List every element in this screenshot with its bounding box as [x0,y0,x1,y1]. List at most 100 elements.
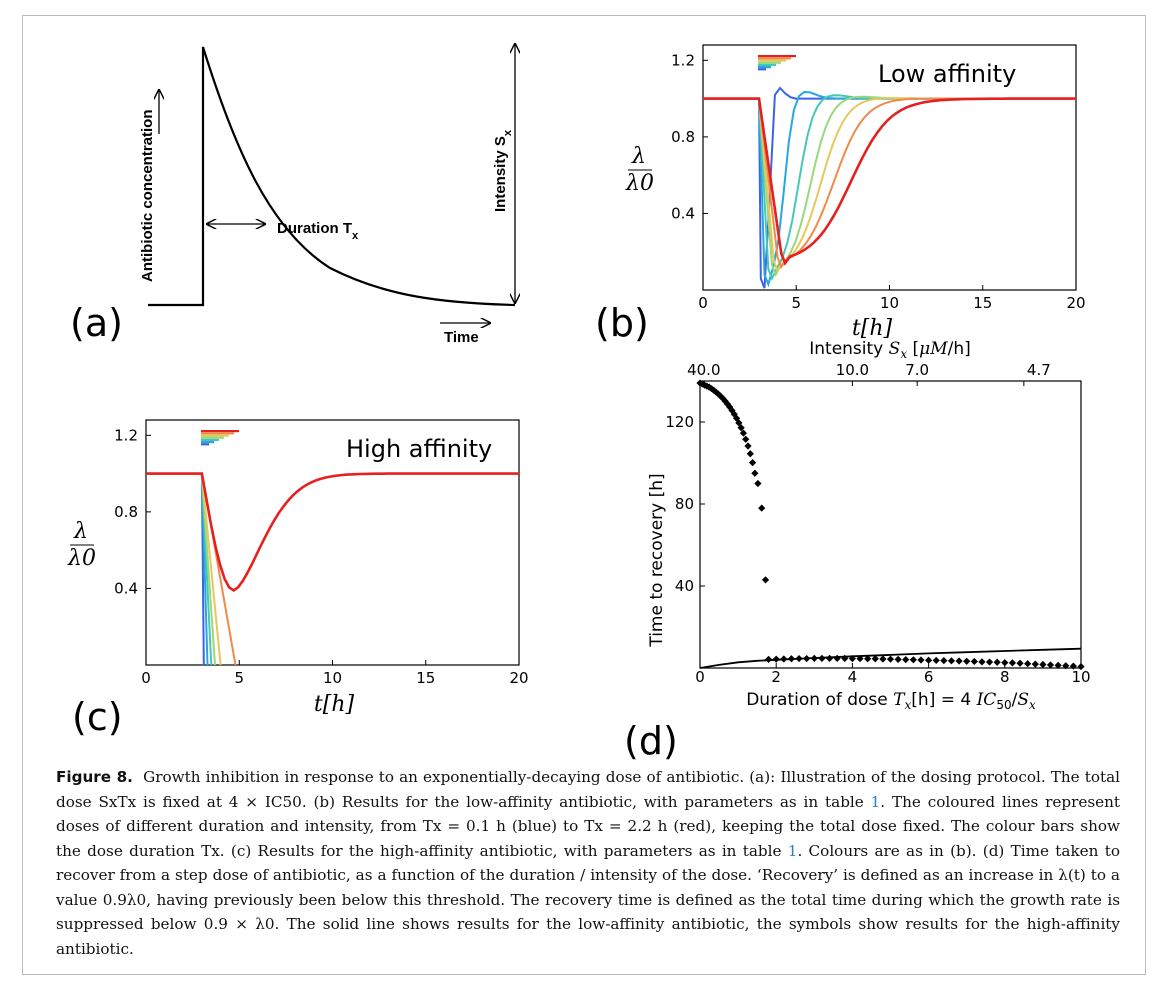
panel-d-marker [744,442,752,450]
panel-a-time-label: Time [444,329,479,346]
panel-d-marker [1077,662,1085,671]
panel-a-ylabel: Antibiotic concentration [139,110,156,283]
panel-d-marker [716,392,725,400]
panel-d-marker [909,656,917,664]
panel-b-xtick-label: 20 [1066,294,1085,312]
panel-d-top-tick-label: 4.7 [1027,361,1051,379]
panel-d-marker [707,384,716,393]
panel-c-xtick-label: 10 [323,669,342,687]
panel-c-ytick-label: 1.2 [114,426,138,444]
panel-d-marker [746,450,754,458]
panel-b-lines [703,86,1076,289]
panel-d-marker [1062,662,1070,670]
panel-d-marker [1001,659,1009,667]
panel-d-ytick-label: 80 [675,495,694,513]
panel-c-colour-bar [201,438,219,441]
panel-d-marker [955,657,963,665]
panel-b-ticks: 0 5 10 15 20 0.4 0.8 1.2 [671,51,1085,312]
panel-d-marker [963,657,971,665]
panel-d-axes [699,380,1082,669]
panel-d-marker [1031,660,1039,668]
panel-d-marker [894,655,902,663]
panel-d-marker [1039,660,1047,669]
panel-a-concentration-curve [148,46,516,307]
panel-d-marker [978,658,986,666]
panel-d-marker [714,390,722,398]
panel-c-xlabel: t[h] [314,692,355,717]
panel-b-colour-bars [758,55,796,71]
figure-caption: Figure 8. Growth inhibition in response … [56,765,1120,961]
panel-d-marker [732,414,741,422]
panel-b-colour-bar [758,63,776,66]
panel-c-annotation: High affinity [346,435,492,463]
panel-b-annotation: Low affinity [878,60,1016,88]
panel-d-marker [940,657,948,665]
panel-b-colour-bar [758,57,791,60]
panel-d-marker [825,654,834,662]
panel-d-xtick-label: 10 [1071,668,1090,686]
panel-c-series-line [146,472,209,666]
panel-d-marker [728,406,736,415]
panel-d-ytick-label: 120 [665,413,694,431]
panel-d-marker [1008,659,1017,667]
panel-d-top-tick-label: 10.0 [836,361,869,379]
panel-d-marker [886,655,895,663]
caption-text-3: x is fixed at 4 × IC50. (b) Results for … [127,792,871,811]
caption-text-5: . Colours are as in (b). (d) Time taken … [56,841,1120,958]
panel-d-marker [758,504,766,512]
panel-b-xtick-label: 0 [698,294,708,312]
panel-c-ylabel-num: λ [73,519,88,544]
panel-c-letter: (c) [72,695,123,739]
panel-d-marker [856,654,864,663]
panel-d-marker [754,479,762,488]
panel-b-colour-bar [758,59,786,62]
panel-c-xtick-label: 5 [234,669,244,687]
caption-table-link-2[interactable]: 1 [787,841,798,860]
panel-d-ticks: 0 2 4 6 8 10 40 80 120 40.0 10.0 7.0 4.7 [665,361,1090,686]
panel-c-colour-bar [201,441,214,444]
panel-d-top-tick-label: 7.0 [905,361,929,379]
caption-table-link-1[interactable]: 1 [870,792,881,811]
panel-b-colour-bar [758,68,766,71]
panel-d-marker [871,655,879,663]
panel-d-marker [848,654,856,663]
panel-d-marker [723,400,732,408]
panel-c-colour-bar [201,443,209,446]
panel-b-ytick-label: 0.4 [671,204,695,222]
panel-d-marker [879,655,887,663]
panel-a-intensity-label: Intensity Sx [492,129,514,212]
panel-c-xtick-label: 20 [509,669,528,687]
panel-d-xtick-label: 4 [848,668,858,686]
panel-d-marker [925,656,933,664]
panel-d-line [699,647,1082,669]
panel-d-marker [985,658,994,666]
panel-d-ytick-label: 40 [675,577,694,595]
panel-d-marker [993,658,1001,666]
panel-d-marker [902,655,910,664]
panel-c-colour-bar [201,432,234,435]
panel-b-xtick-label: 15 [973,294,992,312]
panel-a: Duration Tx Intensity Sx Antibiotic conc… [70,44,515,346]
panel-a-duration-label: Duration Tx [277,220,359,242]
panel-d-xtick-label: 6 [924,668,934,686]
panel-b-letter: (b) [595,301,649,345]
panel-b-ylabel-num: λ [631,144,646,169]
panel-d-marker [761,576,770,584]
panel-d-marker [1069,662,1077,670]
caption-text-2: xT [108,792,128,811]
panel-c-ytick-label: 0.8 [114,503,138,521]
panel-d-marker [726,403,734,411]
panel-b-xlabel: t[h] [852,316,893,341]
panel-d-marker [721,397,729,405]
panel-d-ylabel: Time to recovery [h] [647,473,667,647]
panel-c-ylabel: λ λ0 [67,519,96,571]
panel-c-xtick-label: 15 [416,669,435,687]
panel-d-marker [833,654,841,662]
panel-d-marker [735,419,743,427]
panel-b-colour-bar [758,55,796,58]
panel-b-ylabel-den: λ0 [625,171,654,196]
caption-text-4: . The coloured lines represent doses of … [56,792,1120,860]
panel-d-marker [705,383,713,391]
panel-d-xlabel: Duration of dose Tx[h] = 4 IC50/Sx [746,690,1036,712]
